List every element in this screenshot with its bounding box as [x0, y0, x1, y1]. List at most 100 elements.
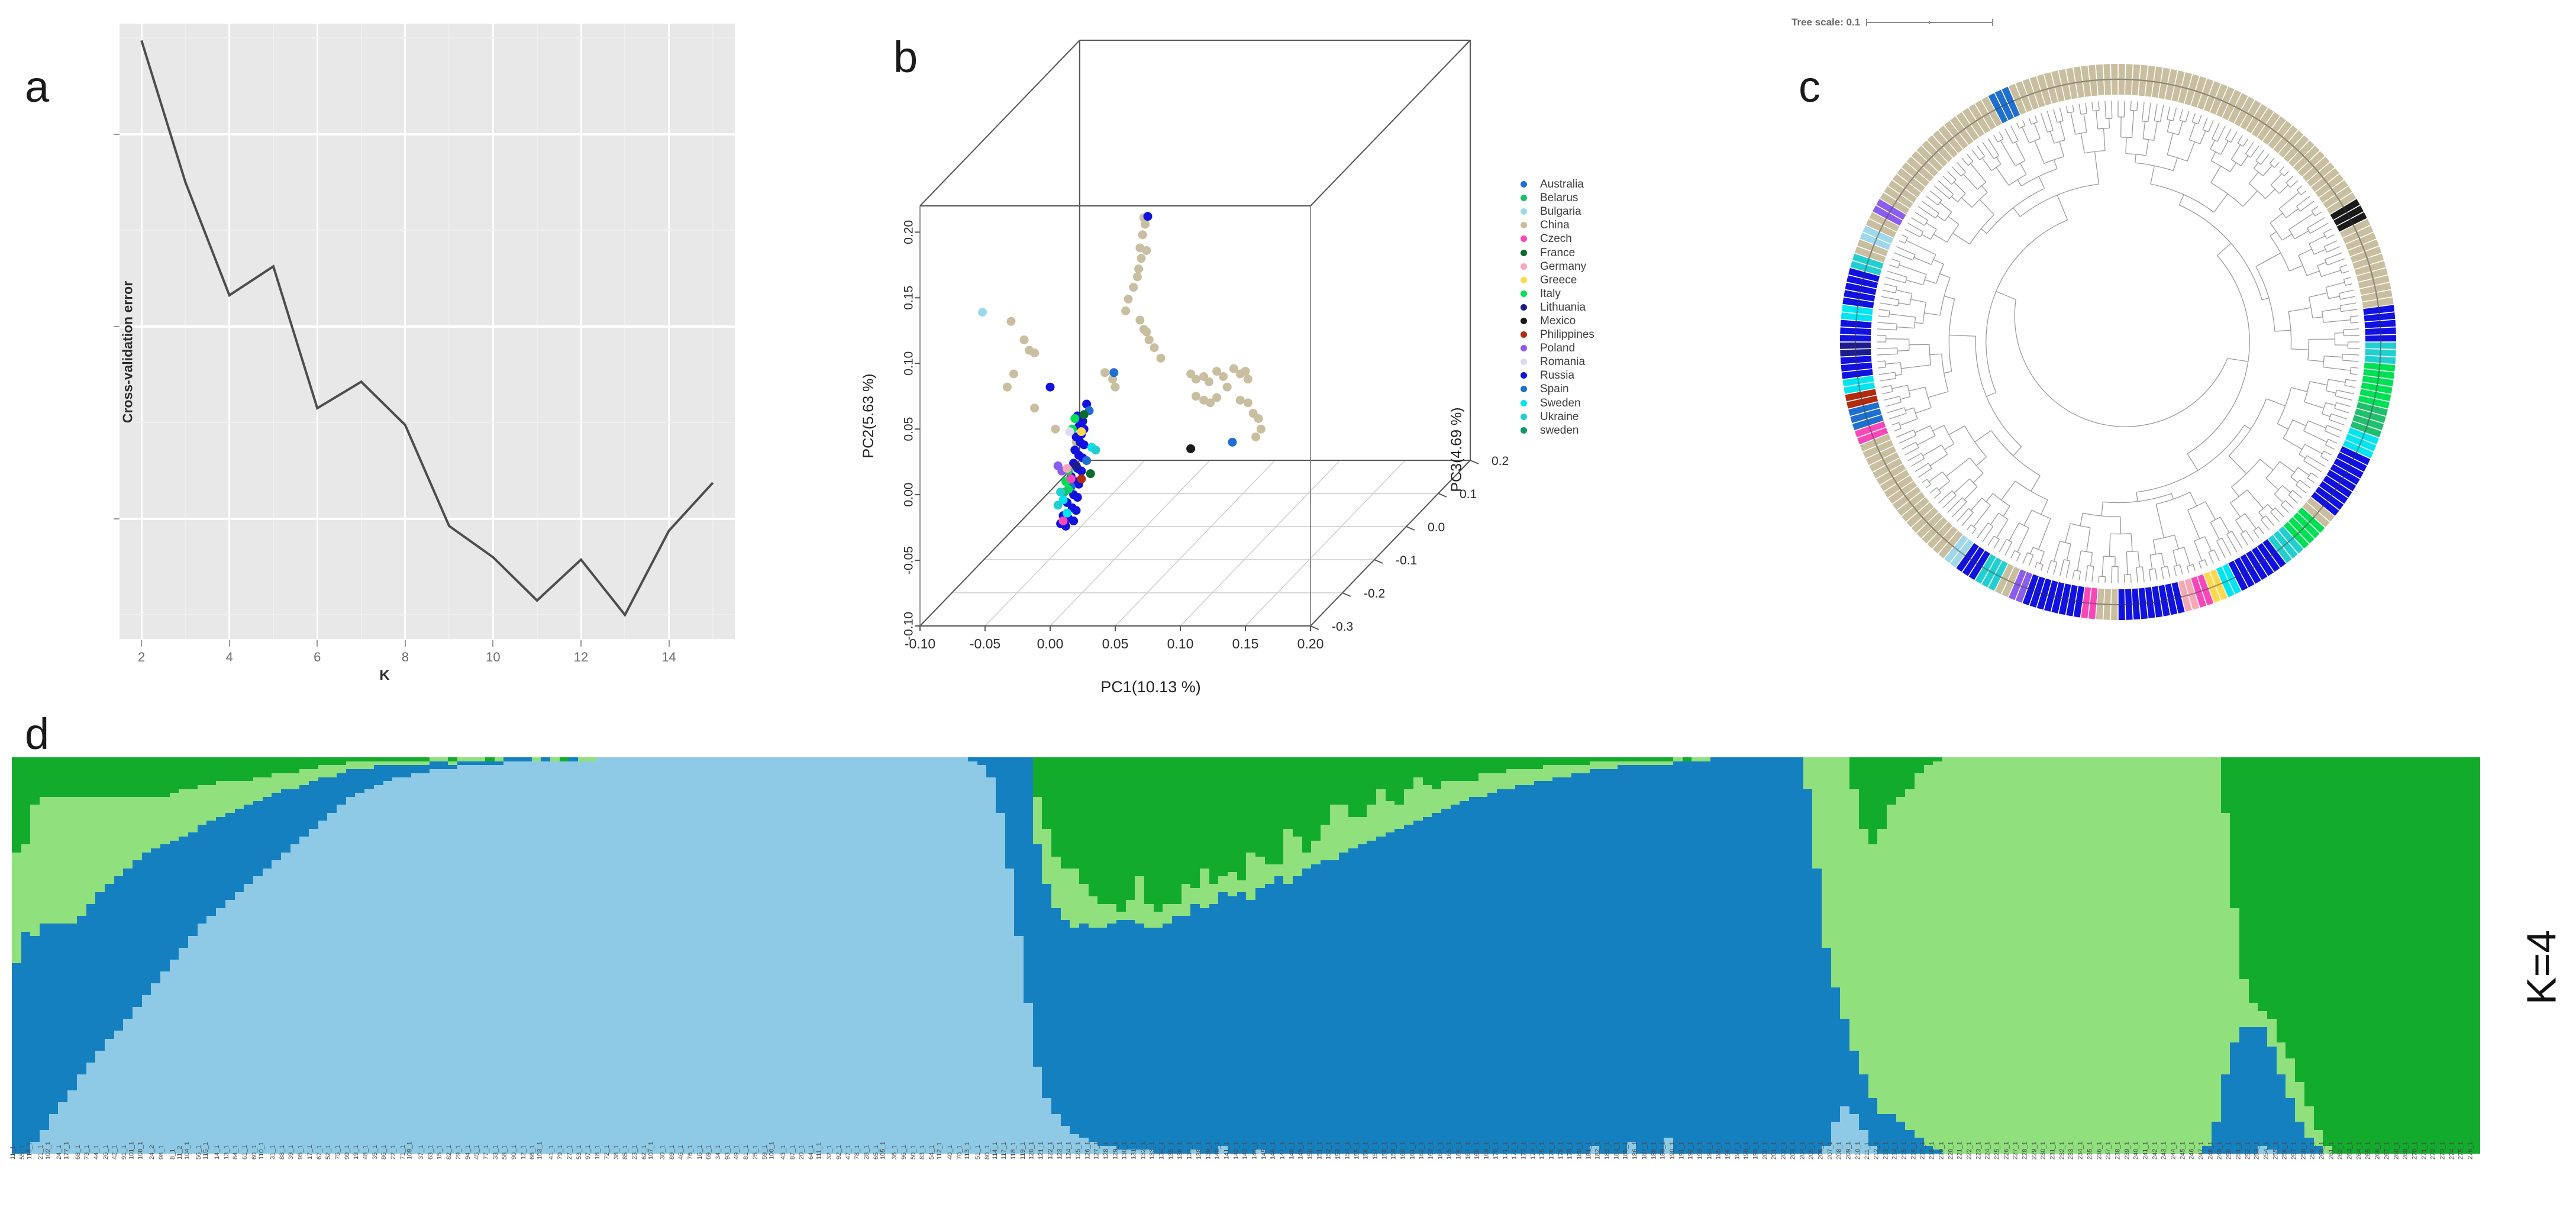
- legend-item[interactable]: Australia: [1518, 177, 1696, 191]
- admixture-sample-label: 31_1: [269, 1145, 281, 1225]
- admixture-ancestry-segment: [1385, 757, 1395, 801]
- phylo-tip-label-text: [1988, 109, 1996, 114]
- admixture-individual-bar: [58, 757, 68, 1154]
- admixture-ancestry-segment: [1079, 924, 1089, 1138]
- phylo-tip-label-text: [2103, 603, 2112, 606]
- phylo-tip-label-text: [2026, 92, 2035, 96]
- legend-item[interactable]: Belarus: [1518, 191, 1696, 205]
- phylo-tip-label: [1938, 531, 1963, 558]
- admixture-sample-label: 111_1: [815, 1142, 829, 1225]
- admixture-sample-label: 225_1: [1994, 1141, 2007, 1225]
- panel-a-gridline-h: [120, 325, 735, 328]
- phylo-tip-label: [2358, 395, 2390, 409]
- legend-item[interactable]: Mexico: [1518, 314, 1696, 328]
- admixture-sample-label-text: 68_1: [74, 1145, 82, 1160]
- admixture-ancestry-segment: [1525, 769, 1534, 785]
- legend-item[interactable]: Germany: [1518, 260, 1696, 273]
- phylo-tip-label-text: [2376, 299, 2380, 308]
- admixture-ancestry-segment: [2286, 1058, 2296, 1099]
- phylo-tip-label: [2361, 382, 2393, 394]
- phylo-tip-label-text: [1857, 299, 1860, 308]
- phylo-tip-label-text: [2180, 86, 2190, 90]
- phylo-tip-label: [2203, 81, 2221, 112]
- admixture-ancestry-segment: [1497, 757, 1506, 773]
- admixture-sample-label: 114_1: [992, 1142, 1005, 1225]
- panel-c-phylogenetic-tree: c Tree scale: 0.1: [1704, 0, 2576, 710]
- admixture-individual-bar: [615, 757, 625, 1154]
- phylo-tip-label-text: [1859, 285, 1862, 293]
- admixture-ancestry-segment: [1840, 757, 1850, 1019]
- admixture-ancestry-segment: [1432, 757, 1441, 789]
- admixture-individual-bar: [290, 757, 300, 1154]
- admixture-ancestry-segment: [2295, 1082, 2304, 1122]
- legend-item[interactable]: Poland: [1518, 341, 1696, 355]
- admixture-sample-label-text: 35_1: [371, 1145, 379, 1160]
- admixture-sample-label-text: 48_1: [361, 1145, 369, 1160]
- admixture-ancestry-segment: [466, 757, 476, 761]
- admixture-ancestry-segment: [1163, 924, 1172, 1154]
- legend-item[interactable]: Czech: [1518, 232, 1696, 246]
- admixture-sample-label: 83_1: [919, 1145, 931, 1225]
- admixture-individual-bar: [1765, 757, 1776, 1154]
- legend-item[interactable]: Philippines: [1518, 328, 1696, 341]
- admixture-individual-bar: [819, 757, 829, 1154]
- legend-item[interactable]: Lithuania: [1518, 301, 1696, 314]
- admixture-ancestry-segment: [216, 816, 225, 908]
- phylo-tip-label: [1862, 225, 1894, 244]
- legend-item[interactable]: Sweden: [1518, 396, 1696, 410]
- legend-item[interactable]: Spain: [1518, 382, 1696, 396]
- phylo-tip-label: [2364, 356, 2396, 364]
- admixture-ancestry-segment: [169, 959, 179, 1154]
- admixture-individual-bar: [1135, 757, 1144, 1154]
- legend-item[interactable]: France: [1518, 246, 1696, 259]
- legend-item[interactable]: sweden: [1518, 424, 1696, 437]
- admixture-sample-label-text: 243_1: [2161, 1141, 2168, 1160]
- admixture-sample-label-text: 13_1: [222, 1145, 230, 1160]
- admixture-ancestry-segment: [318, 821, 328, 1154]
- admixture-sample-label: 209_1: [1845, 1141, 1859, 1225]
- phylo-tip-label: [2088, 64, 2098, 96]
- admixture-sample-label: 184_1: [1613, 1141, 1627, 1225]
- admixture-sample-label-text: 258_1: [2300, 1141, 2307, 1160]
- admixture-ancestry-segment: [1246, 757, 1256, 853]
- phylo-tip-label-text: [2322, 500, 2328, 508]
- legend-item[interactable]: Russia: [1518, 369, 1696, 382]
- admixture-ancestry-segment: [1868, 844, 1878, 1099]
- phylo-tip-label-text: [2040, 88, 2049, 92]
- admixture-sample-label: 194_1: [1706, 1141, 1720, 1225]
- phylo-tip-label-text: [2264, 124, 2272, 130]
- admixture-ancestry-segment: [763, 757, 773, 1154]
- panel-b-data-point: [1206, 398, 1215, 408]
- admixture-individual-bar: [903, 757, 912, 1154]
- admixture-sample-label: 171_1: [1502, 1141, 1516, 1225]
- admixture-ancestry-segment: [457, 765, 467, 1154]
- admixture-ancestry-segment: [2230, 1042, 2239, 1154]
- phylo-tip-label: [1988, 93, 2008, 124]
- phylo-tip-label: [2145, 65, 2155, 97]
- admixture-sample-label: 249_1: [2216, 1141, 2230, 1225]
- admixture-ancestry-segment: [1088, 896, 1098, 928]
- admixture-ancestry-segment: [2406, 757, 2416, 1154]
- admixture-sample-label-text: 223_1: [1975, 1141, 1983, 1160]
- panel-b-data-point: [1228, 437, 1237, 447]
- admixture-ancestry-segment: [1255, 888, 1265, 1150]
- phylo-tip-label: [2348, 239, 2379, 257]
- panel-b-box-edge: [919, 40, 1080, 206]
- legend-item[interactable]: Greece: [1518, 273, 1696, 287]
- phylo-tip-label-text: [2372, 277, 2375, 286]
- legend-item[interactable]: Romania: [1518, 355, 1696, 369]
- legend-item[interactable]: Bulgaria: [1518, 205, 1696, 218]
- legend-item-label: Philippines: [1540, 328, 1594, 341]
- phylo-tip-label: [2323, 186, 2352, 209]
- legend-item[interactable]: China: [1518, 218, 1696, 232]
- admixture-sample-label-text: 149_1: [1297, 1141, 1305, 1160]
- admixture-sample-label: 186_1: [1632, 1141, 1645, 1225]
- admixture-sample-label-text: 144_1: [1251, 1141, 1258, 1160]
- admixture-individual-bar: [2072, 757, 2082, 1154]
- admixture-ancestry-segment: [438, 769, 448, 1154]
- legend-item[interactable]: Ukraine: [1518, 410, 1696, 424]
- legend-item[interactable]: Italy: [1518, 287, 1696, 301]
- phylo-tip-label-text: [2228, 576, 2236, 582]
- phylo-tip-label: [2029, 76, 2045, 108]
- admixture-individual-bar: [160, 757, 170, 1154]
